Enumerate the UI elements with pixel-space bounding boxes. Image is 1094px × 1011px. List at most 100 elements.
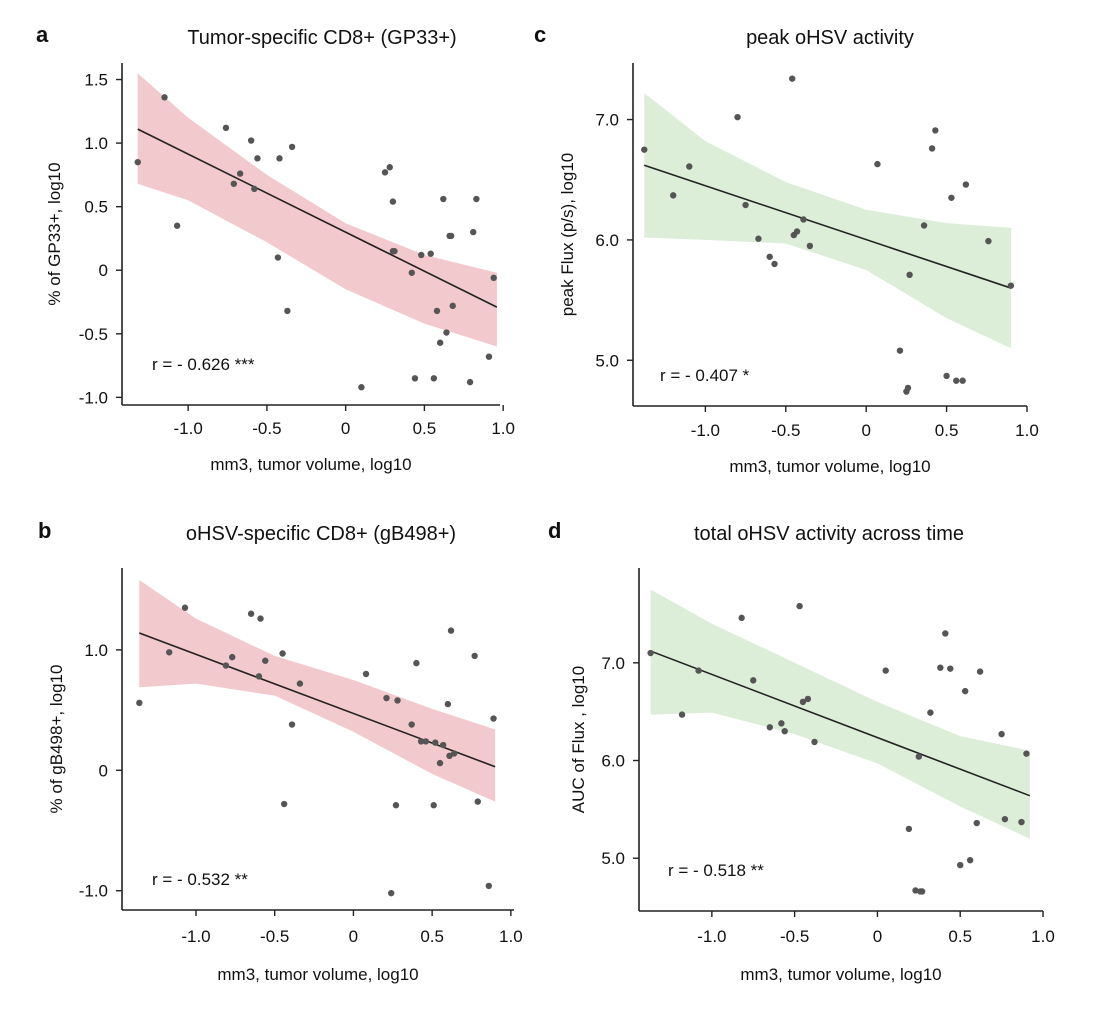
x-tick-label: 1.0 (1031, 927, 1055, 946)
correlation-annotation: r = - 0.518 ** (668, 861, 764, 880)
panel-letter-d: d (548, 518, 561, 543)
data-point (230, 180, 238, 187)
data-point (134, 158, 141, 166)
data-point (766, 724, 774, 731)
data-point (1007, 282, 1015, 289)
data-point (806, 242, 814, 250)
data-point (948, 194, 955, 201)
panel-letter-b: b (38, 518, 51, 543)
data-point (906, 271, 913, 279)
data-point (443, 329, 450, 336)
x-tick-label: 1.0 (491, 419, 515, 438)
data-point (433, 307, 441, 315)
data-point (1023, 750, 1030, 757)
data-point (474, 798, 481, 805)
data-point (796, 602, 803, 610)
data-point (394, 697, 401, 704)
data-point (670, 192, 677, 199)
x-tick-label: -1.0 (691, 421, 720, 440)
data-point (446, 752, 453, 760)
data-point (181, 604, 189, 611)
y-tick-label: 5.0 (595, 351, 619, 370)
correlation-annotation: r = - 0.532 ** (152, 870, 248, 889)
data-point (436, 759, 444, 767)
x-tick-label: 0.5 (948, 927, 972, 946)
data-point (389, 198, 397, 205)
chart-panel-b: -1.0 -0.5 0 0.5 1.0 1.0 0 -1.0 oHSV-specific CD8… (47, 523, 523, 984)
data-point (959, 377, 966, 384)
data-point (279, 650, 286, 657)
data-point (918, 888, 926, 895)
y-tick-label: 0.5 (84, 198, 108, 217)
chart-title: oHSV-specific CD8+ (gB498+) (186, 523, 456, 545)
data-point (274, 254, 282, 261)
x-axis-label: mm3, tumor volume, log10 (729, 457, 930, 476)
panel-letter-a: a (36, 22, 49, 47)
chart-title: total oHSV activity across time (694, 523, 964, 545)
data-point (466, 378, 474, 386)
y-tick-label: 1.5 (84, 71, 108, 90)
data-point (942, 630, 949, 637)
data-point (166, 649, 173, 656)
data-point (262, 657, 269, 664)
data-point (450, 750, 458, 757)
data-point (430, 375, 438, 382)
data-point (755, 235, 762, 242)
y-axis-label: % of GP33+, log10 (45, 162, 64, 305)
data-point (276, 155, 283, 162)
confidence-band (644, 93, 1011, 349)
data-point (966, 856, 974, 864)
data-point (686, 163, 693, 170)
data-point (280, 800, 288, 808)
data-point (251, 185, 258, 193)
data-point (386, 164, 393, 171)
data-point (222, 124, 230, 132)
data-point (288, 143, 296, 151)
data-point (742, 201, 749, 209)
y-tick-label: 5.0 (601, 849, 625, 868)
x-tick-label: 1.0 (1015, 421, 1039, 440)
correlation-annotation: r = - 0.626 *** (152, 355, 255, 374)
data-point (222, 662, 230, 669)
data-point (904, 384, 912, 392)
data-point (490, 715, 497, 722)
data-point (789, 75, 796, 82)
data-point (804, 695, 812, 703)
y-tick-label: 7.0 (601, 654, 625, 673)
data-point (247, 137, 255, 144)
x-tick-label: 0.5 (420, 927, 444, 946)
data-point (738, 614, 745, 622)
data-point (388, 889, 395, 897)
chart-title: Tumor-specific CD8+ (GP33+) (187, 27, 456, 49)
regression-line (137, 128, 498, 308)
data-point (800, 216, 807, 223)
data-point (408, 269, 415, 276)
x-axis-label: mm3, tumor volume, log10 (217, 965, 418, 984)
x-tick-label: -0.5 (780, 927, 809, 946)
chart-panel-a: -1.0 -0.5 0 0.5 1.0 1.5 1.0 0.5 0 -0.5 -1.0 Tumor-s… (45, 27, 515, 474)
data-point (799, 698, 807, 706)
confidence-band (139, 580, 496, 802)
x-tick-label: 0 (873, 927, 882, 946)
data-point (408, 721, 415, 728)
data-point (417, 738, 425, 745)
data-point (932, 127, 939, 134)
x-tick-label: 0.5 (935, 421, 959, 440)
data-point (444, 700, 452, 708)
data-point (391, 247, 398, 255)
x-tick-label: -0.5 (260, 927, 289, 946)
data-point (236, 170, 244, 177)
data-point (1018, 818, 1025, 826)
x-tick-label: -1.0 (697, 927, 726, 946)
x-tick-label: -1.0 (181, 927, 210, 946)
data-point (436, 339, 444, 346)
y-tick-label: 0 (99, 261, 108, 280)
data-point (358, 384, 365, 391)
data-point (947, 665, 954, 672)
data-point (254, 155, 261, 162)
data-point (928, 145, 936, 152)
data-point (915, 753, 923, 760)
x-tick-label: 0 (861, 421, 870, 440)
data-point (362, 670, 370, 678)
data-point (962, 181, 970, 188)
